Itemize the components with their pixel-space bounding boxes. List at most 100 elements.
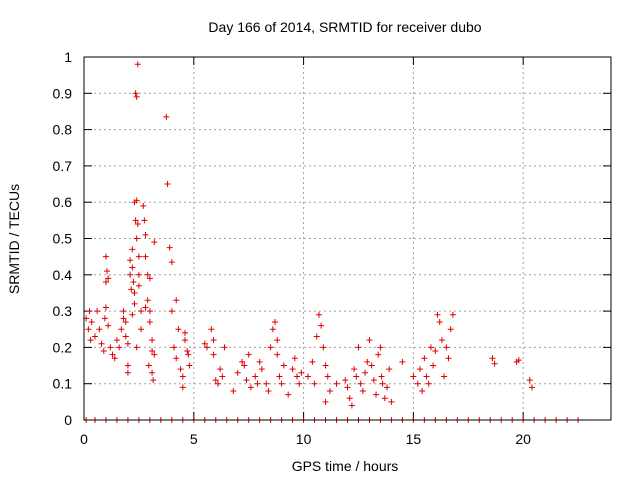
data-point: [142, 231, 149, 238]
data-point: [368, 362, 375, 369]
data-point: [129, 246, 136, 253]
data-point: [289, 366, 296, 373]
data-point: [144, 271, 151, 278]
data-point: [357, 380, 364, 387]
data-point: [351, 366, 358, 373]
data-point: [304, 373, 311, 380]
data-point: [346, 395, 353, 402]
data-point: [203, 344, 210, 351]
data-point: [274, 337, 281, 344]
data-point: [168, 308, 175, 315]
data-point: [86, 308, 93, 315]
data-point: [101, 315, 108, 322]
data-point: [124, 369, 131, 376]
data-point: [443, 344, 450, 351]
data-point: [120, 308, 127, 315]
data-point: [421, 355, 428, 362]
x-tick-label: 15: [406, 431, 422, 447]
x-tick-label: 0: [80, 431, 88, 447]
x-tick-label: 5: [190, 431, 198, 447]
y-tick-label: 0.6: [53, 194, 73, 210]
data-point: [280, 362, 287, 369]
data-point: [133, 235, 140, 242]
data-point: [322, 362, 329, 369]
data-point: [118, 326, 125, 333]
data-point: [423, 373, 430, 380]
data-point: [265, 387, 272, 394]
y-tick-label: 0.1: [53, 376, 73, 392]
data-point: [230, 387, 237, 394]
data-point: [438, 337, 445, 344]
data-point: [138, 326, 145, 333]
data-point: [436, 318, 443, 325]
data-point: [111, 355, 118, 362]
data-point: [185, 351, 192, 358]
data-point: [210, 337, 217, 344]
data-point: [285, 391, 292, 398]
data-point: [122, 333, 129, 340]
data-point: [173, 355, 180, 362]
data-point: [364, 358, 371, 365]
data-point: [102, 279, 109, 286]
data-point: [355, 344, 362, 351]
data-point: [151, 351, 158, 358]
data-point: [267, 344, 274, 351]
data-point: [272, 318, 279, 325]
data-point: [122, 318, 129, 325]
y-tick-label: 1: [64, 49, 72, 65]
data-point: [441, 373, 448, 380]
data-point: [296, 380, 303, 387]
data-point: [127, 271, 134, 278]
data-point: [388, 398, 395, 405]
data-point: [149, 337, 156, 344]
data-point: [348, 402, 355, 409]
data-point: [322, 398, 329, 405]
data-point: [410, 373, 417, 380]
data-point: [247, 384, 254, 391]
data-point: [124, 362, 131, 369]
data-point: [186, 362, 193, 369]
data-point: [425, 380, 432, 387]
data-point: [243, 377, 250, 384]
data-point: [173, 297, 180, 304]
y-tick-label: 0: [64, 412, 72, 428]
data-point: [239, 358, 246, 365]
data-point: [104, 268, 111, 275]
data-point: [221, 344, 228, 351]
data-point: [177, 366, 184, 373]
data-point: [129, 264, 136, 271]
data-point: [127, 257, 134, 264]
data-point: [142, 304, 149, 311]
data-point: [141, 217, 148, 224]
data-point: [135, 271, 142, 278]
data-point: [182, 329, 189, 336]
data-point: [105, 322, 112, 329]
data-point: [447, 326, 454, 333]
data-point: [256, 358, 263, 365]
data-point: [333, 380, 340, 387]
data-point: [254, 380, 261, 387]
data-point: [449, 311, 456, 318]
data-point: [234, 369, 241, 376]
data-point: [217, 366, 224, 373]
data-point: [179, 373, 186, 380]
data-point: [344, 384, 351, 391]
data-point: [414, 380, 421, 387]
data-point: [132, 217, 139, 224]
data-point: [526, 377, 533, 384]
data-point: [142, 253, 149, 260]
data-point: [263, 380, 270, 387]
data-point: [416, 366, 423, 373]
data-point: [269, 326, 276, 333]
data-point: [109, 351, 116, 358]
data-point: [427, 344, 434, 351]
data-point: [144, 297, 151, 304]
data-point: [146, 318, 153, 325]
plot-frame: [83, 56, 612, 421]
data-point: [175, 326, 182, 333]
data-point: [134, 220, 141, 227]
data-point: [88, 318, 95, 325]
data-point: [164, 181, 171, 188]
data-point: [359, 387, 366, 394]
data-point: [102, 304, 109, 311]
